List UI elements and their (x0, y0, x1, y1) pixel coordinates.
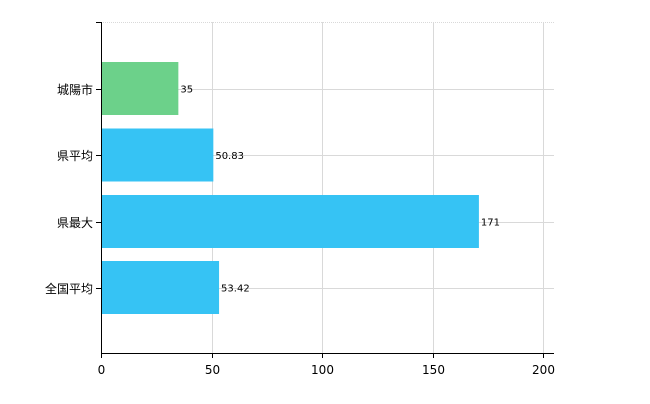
bar (101, 62, 179, 115)
x-tick-label: 0 (98, 363, 106, 377)
x-tick-label: 50 (205, 363, 220, 377)
y-tick-label: 県平均 (57, 149, 93, 163)
data-label: 50.83 (215, 151, 244, 162)
data-label: 171 (481, 218, 500, 229)
bar (101, 128, 214, 182)
y-tick-label: 城陽市 (57, 82, 93, 97)
x-tick-label: 200 (532, 363, 555, 377)
bar (101, 261, 220, 314)
bar (101, 195, 479, 248)
x-tick-label: 150 (422, 363, 445, 377)
y-tick-label: 全国平均 (45, 281, 93, 296)
data-label: 35 (180, 85, 193, 96)
y-tick-label: 県最大 (57, 216, 93, 230)
data-label: 53.42 (221, 284, 250, 295)
x-tick-label: 100 (311, 363, 334, 377)
